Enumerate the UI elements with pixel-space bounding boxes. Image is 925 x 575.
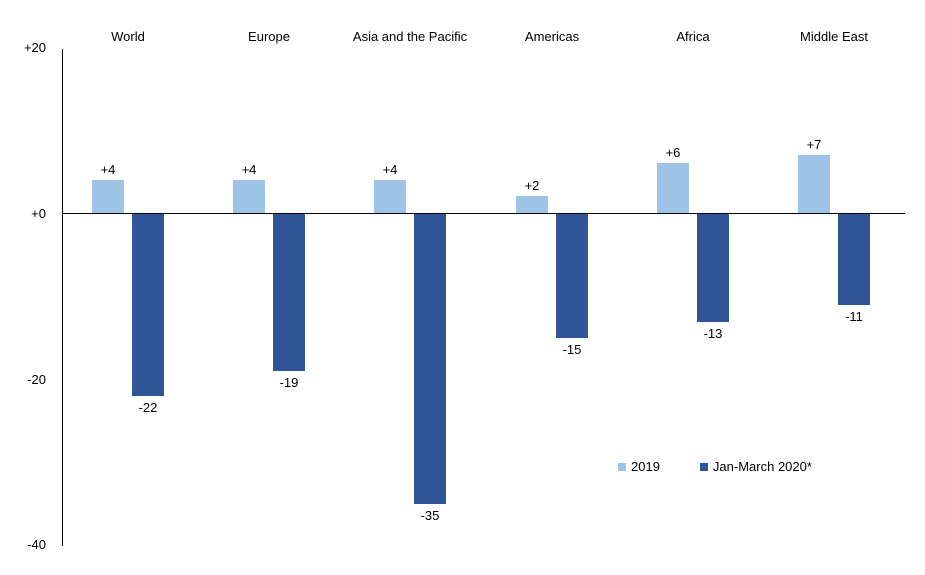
value-label-jan-march-2020-africa: -13: [703, 326, 723, 341]
category-label-middle-east: Middle East: [800, 29, 868, 44]
y-tick-label-20: -20: [27, 372, 46, 387]
bar-jan-march-2020-middle-east: [838, 214, 870, 305]
value-label-2019-asia-and-the-pacific: +4: [382, 162, 398, 177]
legend-swatch-2019: [618, 462, 626, 471]
bar-jan-march-2020-world: [132, 214, 164, 396]
y-tick-label-20: +20: [23, 40, 46, 55]
value-label-2019-europe: +4: [241, 162, 257, 177]
category-label-world: World: [111, 29, 145, 44]
value-label-jan-march-2020-europe: -19: [279, 375, 299, 390]
category-label-europe: Europe: [248, 29, 290, 44]
bar-2019-americas: [516, 196, 548, 213]
category-label-americas: Americas: [524, 29, 580, 44]
legend-item-2019: 2019: [618, 459, 660, 474]
value-label-2019-world: +4: [100, 162, 116, 177]
legend-item-jan-march-2020: Jan-March 2020*: [699, 459, 812, 474]
y-tick-label-0: +0: [31, 206, 46, 221]
category-label-africa: Africa: [676, 29, 710, 44]
category-label-asia-and-the-pacific: Asia and the Pacific: [352, 29, 468, 44]
bar-jan-march-2020-africa: [697, 214, 729, 322]
bar-2019-europe: [233, 180, 265, 213]
value-label-2019-americas: +2: [524, 178, 540, 193]
value-label-jan-march-2020-middle-east: -11: [845, 309, 863, 324]
y-axis-line: [62, 49, 63, 546]
zero-axis-line: [62, 213, 905, 214]
bar-2019-middle-east: [798, 155, 830, 213]
value-label-jan-march-2020-americas: -15: [562, 342, 582, 357]
y-tick-label-40: -40: [27, 537, 46, 552]
legend-label-jan-march-2020: Jan-March 2020*: [712, 459, 812, 474]
legend-swatch-jan-march-2020: [699, 462, 708, 471]
bar-jan-march-2020-asia-and-the-pacific: [414, 214, 446, 504]
value-label-jan-march-2020-asia-and-the-pacific: -35: [420, 508, 440, 523]
legend: 2019 Jan-March 2020*: [618, 459, 812, 474]
legend-label-2019: 2019: [631, 459, 660, 474]
value-label-jan-march-2020-world: -22: [138, 400, 158, 415]
bar-jan-march-2020-europe: [273, 214, 305, 371]
bar-jan-march-2020-americas: [556, 214, 588, 338]
bar-2019-asia-and-the-pacific: [374, 180, 406, 213]
value-label-2019-middle-east: +7: [806, 137, 822, 152]
bar-2019-africa: [657, 163, 689, 213]
bar-2019-world: [92, 180, 124, 213]
value-label-2019-africa: +6: [665, 145, 681, 160]
